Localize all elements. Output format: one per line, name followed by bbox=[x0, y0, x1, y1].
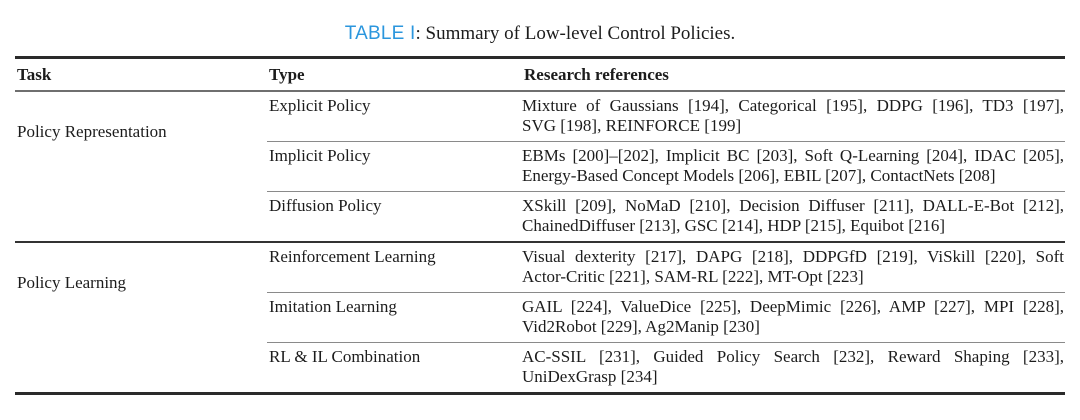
table-row: Reinforcement Learning Visual dexterity … bbox=[267, 243, 1065, 292]
type-cell: Reinforcement Learning bbox=[269, 247, 436, 266]
refs-line: Vid2Robot [229], Ag2Manip [230] bbox=[522, 317, 760, 336]
type-cell: Implicit Policy bbox=[269, 146, 371, 165]
refs-line: Visual dexterity [217], DAPG [218], DDPG… bbox=[522, 247, 1064, 266]
task-cell: Policy Representation bbox=[17, 122, 167, 141]
refs-cell: XSkill [209], NoMaD [210], Decision Diff… bbox=[522, 196, 1065, 236]
table-group-policy-learning: Policy Learning Reinforcement Learning V… bbox=[15, 241, 1065, 392]
table-row: Diffusion Policy XSkill [209], NoMaD [21… bbox=[267, 191, 1065, 241]
table-row: RL & IL Combination AC-SSIL [231], Guide… bbox=[267, 342, 1065, 392]
column-header-references: Research references bbox=[524, 65, 669, 84]
refs-line: UniDexGrasp [234] bbox=[522, 367, 658, 386]
table-header-row: Task Type Research references bbox=[15, 59, 1065, 92]
table-row: Explicit Policy Mixture of Gaussians [19… bbox=[267, 92, 1065, 141]
column-header-type: Type bbox=[269, 65, 305, 84]
table-caption-title: : Summary of Low-level Control Policies. bbox=[415, 23, 736, 44]
refs-line: Energy-Based Concept Models [206], EBIL … bbox=[522, 166, 996, 185]
refs-cell: GAIL [224], ValueDice [225], DeepMimic [… bbox=[522, 297, 1065, 337]
table-caption-number: TABLE I bbox=[344, 23, 416, 44]
group-rows: Explicit Policy Mixture of Gaussians [19… bbox=[267, 92, 1065, 241]
type-cell: Imitation Learning bbox=[269, 297, 397, 316]
refs-line: Actor-Critic [221], SAM-RL [222], MT-Opt… bbox=[522, 267, 864, 286]
refs-line: ChainedDiffuser [213], GSC [214], HDP [2… bbox=[522, 216, 946, 235]
summary-table: Task Type Research references Policy Rep… bbox=[15, 56, 1065, 395]
refs-cell: Visual dexterity [217], DAPG [218], DDPG… bbox=[522, 247, 1065, 287]
refs-line: GAIL [224], ValueDice [225], DeepMimic [… bbox=[522, 297, 1064, 316]
refs-cell: EBMs [200]–[202], Implicit BC [203], Sof… bbox=[522, 146, 1065, 186]
type-cell: Explicit Policy bbox=[269, 96, 371, 115]
task-cell: Policy Learning bbox=[17, 273, 127, 292]
table-group-policy-representation: Policy Representation Explicit Policy Mi… bbox=[15, 92, 1065, 241]
refs-line: AC-SSIL [231], Guided Policy Search [232… bbox=[522, 347, 1064, 366]
refs-line: SVG [198], REINFORCE [199] bbox=[522, 116, 742, 135]
type-cell: RL & IL Combination bbox=[269, 347, 421, 366]
type-cell: Diffusion Policy bbox=[269, 196, 382, 215]
refs-line: XSkill [209], NoMaD [210], Decision Diff… bbox=[522, 196, 1064, 215]
refs-line: EBMs [200]–[202], Implicit BC [203], Sof… bbox=[522, 146, 1064, 165]
refs-cell: AC-SSIL [231], Guided Policy Search [232… bbox=[522, 347, 1065, 387]
table-row: Imitation Learning GAIL [224], ValueDice… bbox=[267, 292, 1065, 342]
refs-cell: Mixture of Gaussians [194], Categorical … bbox=[522, 96, 1065, 136]
group-rows: Reinforcement Learning Visual dexterity … bbox=[267, 243, 1065, 392]
table-caption: TABLE I: Summary of Low-level Control Po… bbox=[0, 0, 1080, 44]
column-header-task: Task bbox=[17, 65, 52, 84]
refs-line: Mixture of Gaussians [194], Categorical … bbox=[522, 96, 1064, 115]
table-row: Implicit Policy EBMs [200]–[202], Implic… bbox=[267, 141, 1065, 191]
